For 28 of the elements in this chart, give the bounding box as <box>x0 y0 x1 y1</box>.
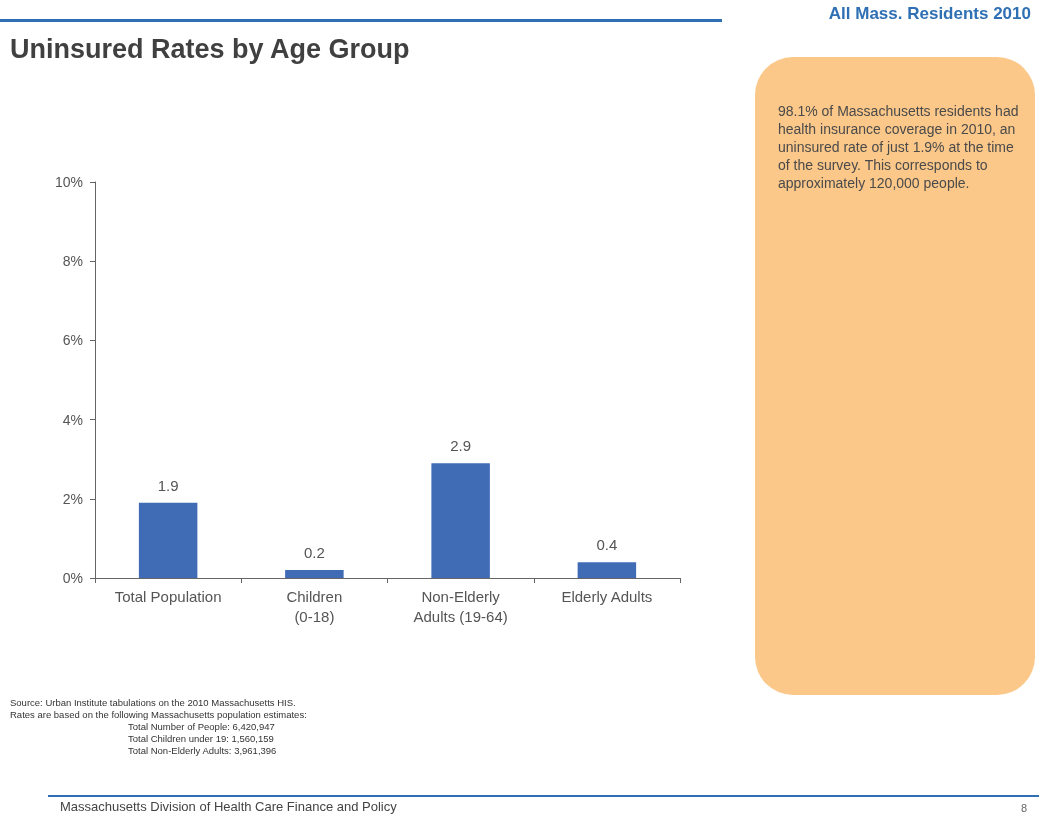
y-tick-label: 10% <box>54 174 83 190</box>
y-tick-label: 0% <box>62 570 83 586</box>
bar <box>431 463 490 578</box>
data-label: 1.9 <box>157 476 179 494</box>
source-note: Source: Urban Institute tabulations on the 2010 Massachusetts HIS. <box>10 697 297 709</box>
text: Total Number of People: 6,420,947 <box>127 721 276 733</box>
data-label: 2.9 <box>450 437 472 455</box>
x-tick-label: Elderly Adults <box>561 587 653 605</box>
x-tick-label: Children (0-18) <box>286 587 343 625</box>
y-tick-label: 4% <box>62 411 83 428</box>
text: Total Non-Elderly Adults: 3,961,396 <box>127 745 278 757</box>
chart-title: Uninsured Rates by Age Group <box>10 34 410 65</box>
bar <box>285 570 344 578</box>
x-tick-label: Non-Elderly Adults (19-64) <box>413 587 508 625</box>
data-label: 0.4 <box>596 536 618 554</box>
text: Massachusetts Division of Health Care Finance and Policy <box>60 799 397 814</box>
bar <box>577 562 637 578</box>
data-label: 0.2 <box>303 544 325 562</box>
text: 8 <box>1020 802 1027 814</box>
bar <box>138 502 198 578</box>
text: All Mass. Residents 2010 <box>828 4 1031 24</box>
y-tick-label: 2% <box>62 490 83 507</box>
text: Rates are based on the following Massachusetts population estimates: <box>10 709 307 721</box>
y-tick-label: 6% <box>62 332 83 349</box>
text: Total Children under 19: 1,560,159 <box>127 733 275 745</box>
y-tick-label: 8% <box>62 253 83 270</box>
x-tick-label: Total Population <box>114 587 222 605</box>
text: 98.1% of Massachusetts residents had health insurance coverage in 2010, an uninsured rate of just 1.9% at the time of the survey. This corresponds to approximately 120,000 people. <box>778 102 1020 192</box>
